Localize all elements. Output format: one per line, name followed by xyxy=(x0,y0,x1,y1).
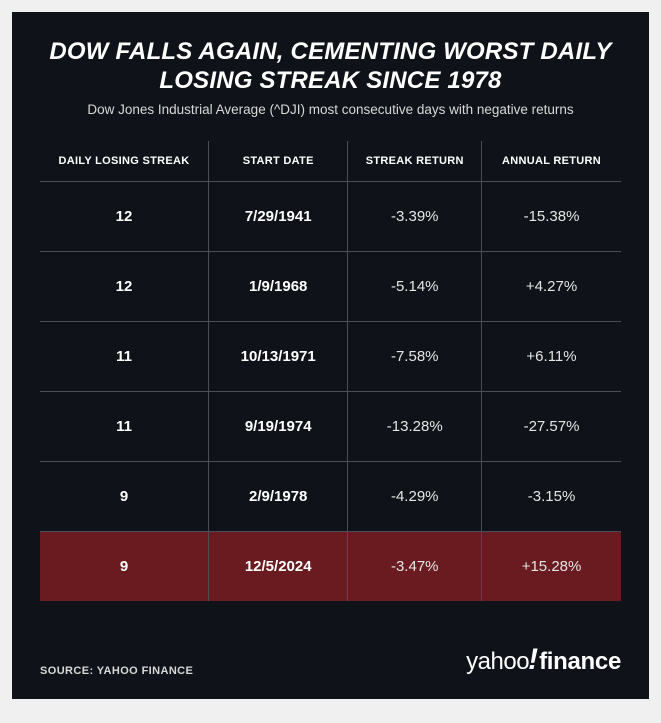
logo-exclamation: ! xyxy=(528,643,538,677)
table-cell: 2/9/1978 xyxy=(208,461,347,531)
table-cell: 12 xyxy=(40,181,208,251)
table-cell: 10/13/1971 xyxy=(208,321,347,391)
logo-text-finance: finance xyxy=(539,648,621,676)
source-label: SOURCE: YAHOO FINANCE xyxy=(40,665,193,677)
table-cell: -4.29% xyxy=(348,461,482,531)
footer: SOURCE: YAHOO FINANCE yahoo!finance xyxy=(40,629,621,677)
table-row: 127/29/1941-3.39%-15.38% xyxy=(40,181,621,251)
table-cell: 11 xyxy=(40,321,208,391)
table-cell: -13.28% xyxy=(348,391,482,461)
table-cell: -5.14% xyxy=(348,251,482,321)
table-cell: 1/9/1968 xyxy=(208,251,347,321)
table-header-row: DAILY LOSING STREAK START DATE STREAK RE… xyxy=(40,141,621,182)
table-row: 119/19/1974-13.28%-27.57% xyxy=(40,391,621,461)
col-header: DAILY LOSING STREAK xyxy=(40,141,208,182)
headline: DOW FALLS AGAIN, CEMENTING WORST DAILY L… xyxy=(40,38,621,96)
col-header: START DATE xyxy=(208,141,347,182)
table-cell: -15.38% xyxy=(482,181,621,251)
yahoo-finance-logo: yahoo!finance xyxy=(466,643,621,677)
table-cell: -3.39% xyxy=(348,181,482,251)
table-cell: -7.58% xyxy=(348,321,482,391)
logo-text-yahoo: yahoo xyxy=(466,648,529,676)
table-cell: 9 xyxy=(40,461,208,531)
streak-table: DAILY LOSING STREAK START DATE STREAK RE… xyxy=(40,141,621,601)
table-cell: 9 xyxy=(40,531,208,601)
table-cell: 12 xyxy=(40,251,208,321)
table-row: 121/9/1968-5.14%+4.27% xyxy=(40,251,621,321)
table-cell: -27.57% xyxy=(482,391,621,461)
table-cell: 12/5/2024 xyxy=(208,531,347,601)
col-header: ANNUAL RETURN xyxy=(482,141,621,182)
table-cell: -3.15% xyxy=(482,461,621,531)
table-cell: 11 xyxy=(40,391,208,461)
table-row: 92/9/1978-4.29%-3.15% xyxy=(40,461,621,531)
infographic-card: DOW FALLS AGAIN, CEMENTING WORST DAILY L… xyxy=(12,12,649,699)
table-cell: +15.28% xyxy=(482,531,621,601)
table-cell: 9/19/1974 xyxy=(208,391,347,461)
table-cell: -3.47% xyxy=(348,531,482,601)
table-cell: +6.11% xyxy=(482,321,621,391)
table-row: 912/5/2024-3.47%+15.28% xyxy=(40,531,621,601)
sub-headline: Dow Jones Industrial Average (^DJI) most… xyxy=(40,102,621,117)
table-row: 1110/13/1971-7.58%+6.11% xyxy=(40,321,621,391)
col-header: STREAK RETURN xyxy=(348,141,482,182)
table-cell: +4.27% xyxy=(482,251,621,321)
table-cell: 7/29/1941 xyxy=(208,181,347,251)
